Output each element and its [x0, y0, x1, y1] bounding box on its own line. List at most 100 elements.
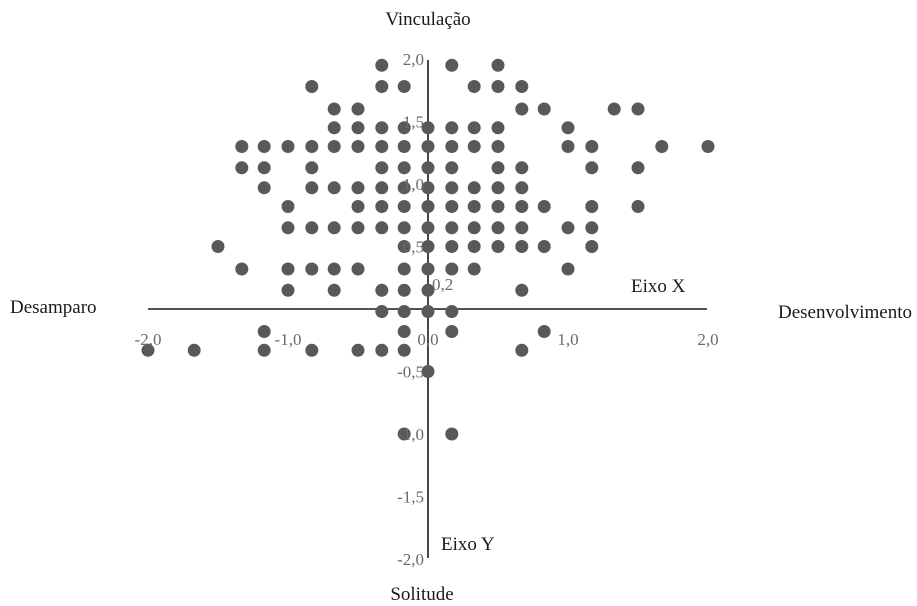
data-point — [327, 121, 341, 135]
x-tick-label: 2,0 — [697, 330, 718, 349]
data-point — [585, 221, 599, 235]
data-point — [537, 240, 551, 253]
data-point — [491, 181, 505, 195]
x-axis-name: Eixo X — [631, 276, 686, 297]
data-point — [375, 200, 389, 213]
data-point — [491, 58, 505, 72]
data-point — [631, 200, 645, 213]
y-tick-label: -1,5 — [397, 488, 424, 507]
data-point — [421, 305, 435, 318]
data-point — [327, 262, 341, 276]
data-point — [421, 262, 435, 276]
data-point — [327, 102, 341, 116]
data-point — [305, 161, 319, 175]
data-point — [305, 80, 319, 93]
y-tick-label: -2,0 — [397, 550, 424, 569]
data-point — [701, 140, 715, 153]
data-point — [421, 161, 435, 175]
data-point — [561, 262, 575, 276]
pole-label-left: Desamparo — [10, 297, 97, 318]
data-point — [375, 121, 389, 135]
data-point — [211, 240, 225, 253]
data-point — [467, 240, 481, 253]
data-point — [515, 283, 529, 297]
data-point — [585, 161, 599, 175]
data-point — [467, 80, 481, 93]
y-tick-label: -0,5 — [397, 363, 424, 382]
data-point — [655, 140, 669, 153]
data-point — [421, 365, 435, 378]
data-point — [235, 262, 249, 276]
data-point — [467, 262, 481, 276]
data-point — [375, 140, 389, 153]
data-point — [445, 427, 459, 441]
data-point — [351, 121, 365, 135]
data-point — [305, 343, 319, 357]
data-point — [397, 140, 411, 153]
data-point — [351, 181, 365, 195]
data-point — [281, 140, 295, 153]
data-point — [467, 200, 481, 213]
data-point — [445, 221, 459, 235]
data-point — [515, 221, 529, 235]
data-point — [327, 181, 341, 195]
data-point — [421, 181, 435, 195]
data-point — [515, 102, 529, 116]
data-point — [281, 262, 295, 276]
data-point — [375, 221, 389, 235]
data-point — [351, 102, 365, 116]
data-point — [515, 161, 529, 175]
y-tick-labels: 2,0 1,5 1,0 0,5 0,2 -0,5 -1,0 -1,5 -2,0 — [397, 50, 453, 569]
data-point — [445, 140, 459, 153]
data-point — [305, 140, 319, 153]
data-point — [397, 305, 411, 318]
data-point — [351, 343, 365, 357]
data-point — [351, 262, 365, 276]
data-point — [305, 221, 319, 235]
data-point — [397, 240, 411, 253]
data-point — [327, 140, 341, 153]
data-point — [445, 200, 459, 213]
data-point — [491, 80, 505, 93]
y-tick-label: 0,5 — [403, 238, 424, 257]
data-point — [397, 283, 411, 297]
data-point — [305, 262, 319, 276]
y-tick-label: 1,5 — [403, 113, 424, 132]
data-point — [515, 240, 529, 253]
data-point — [187, 343, 201, 357]
data-point — [537, 102, 551, 116]
y-axis-name: Eixo Y — [441, 534, 495, 555]
data-point — [397, 80, 411, 93]
data-point — [421, 240, 435, 253]
data-point — [491, 161, 505, 175]
data-point — [445, 181, 459, 195]
data-point — [257, 161, 271, 175]
data-point — [375, 58, 389, 72]
x-tick-label: 0,0 — [417, 330, 438, 349]
data-point — [631, 102, 645, 116]
x-tick-labels: -2,0 -1,0 0,0 1,0 2,0 — [135, 330, 719, 349]
data-point — [491, 140, 505, 153]
data-point — [585, 200, 599, 213]
data-point — [631, 161, 645, 175]
data-point — [445, 305, 459, 318]
data-point — [397, 325, 411, 338]
data-point — [421, 121, 435, 135]
data-point — [397, 343, 411, 357]
data-point — [467, 221, 481, 235]
data-point — [421, 221, 435, 235]
data-point — [397, 427, 411, 441]
data-point — [561, 221, 575, 235]
data-point — [397, 221, 411, 235]
data-point — [351, 140, 365, 153]
data-point — [397, 262, 411, 276]
data-point — [375, 161, 389, 175]
data-point — [235, 161, 249, 175]
data-point — [375, 343, 389, 357]
data-point — [397, 200, 411, 213]
data-point — [561, 140, 575, 153]
x-tick-label: 1,0 — [557, 330, 578, 349]
data-point — [257, 181, 271, 195]
data-point — [257, 343, 271, 357]
data-point — [141, 343, 155, 357]
